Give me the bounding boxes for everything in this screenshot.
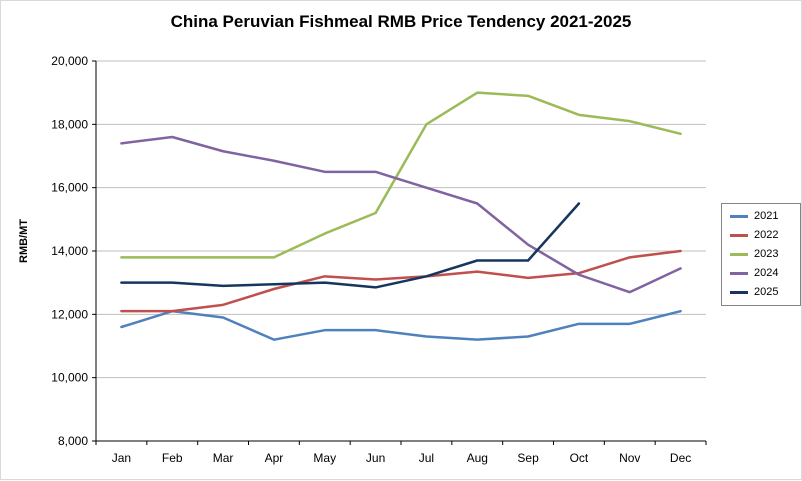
chart-title: China Peruvian Fishmeal RMB Price Tenden… — [170, 12, 632, 31]
x-tick-label: Dec — [670, 451, 691, 465]
y-tick-label: 20,000 — [51, 54, 88, 68]
x-tick-label: Feb — [162, 451, 183, 465]
series-line-2024 — [120, 135, 682, 294]
legend-label: 2023 — [754, 248, 779, 260]
legend-line-swatch — [730, 291, 748, 294]
y-tick-label: 16,000 — [51, 181, 88, 195]
series-line-2021 — [120, 309, 682, 341]
x-tick-label: Jul — [419, 451, 434, 465]
legend-label: 2025 — [754, 286, 779, 298]
legend: 2021 2022 2023 2024 2025 — [721, 203, 801, 306]
y-tick-label: 10,000 — [51, 371, 88, 385]
x-tick-label: Aug — [467, 451, 488, 465]
legend-line-swatch — [730, 234, 748, 237]
legend-line-swatch — [730, 253, 748, 256]
y-tick-label: 14,000 — [51, 244, 88, 258]
legend-item-2024: 2024 — [730, 268, 792, 279]
legend-label: 2022 — [754, 229, 779, 241]
series-line-2022 — [120, 249, 682, 313]
y-tick-label: 18,000 — [51, 117, 88, 131]
series-line-2023 — [120, 91, 682, 259]
legend-label: 2024 — [754, 267, 779, 279]
legend-item-2023: 2023 — [730, 249, 792, 260]
x-tick-label: Oct — [570, 451, 589, 465]
legend-item-2025: 2025 — [730, 287, 792, 298]
x-tick-label: Apr — [265, 451, 284, 465]
x-tick-label: Jan — [112, 451, 131, 465]
series-line-2025 — [120, 202, 581, 289]
legend-line-swatch — [730, 272, 748, 275]
y-tick-label: 12,000 — [51, 307, 88, 321]
legend-item-2021: 2021 — [730, 211, 792, 222]
x-tick-label: Mar — [213, 451, 234, 465]
x-tick-label: Nov — [619, 451, 640, 465]
x-tick-label: May — [313, 451, 336, 465]
legend-line-swatch — [730, 215, 748, 218]
x-tick-label: Sep — [517, 451, 539, 465]
legend-item-2022: 2022 — [730, 230, 792, 241]
x-tick-label: Jun — [366, 451, 385, 465]
legend-label: 2021 — [754, 210, 779, 222]
y-tick-label: 8,000 — [58, 434, 88, 448]
